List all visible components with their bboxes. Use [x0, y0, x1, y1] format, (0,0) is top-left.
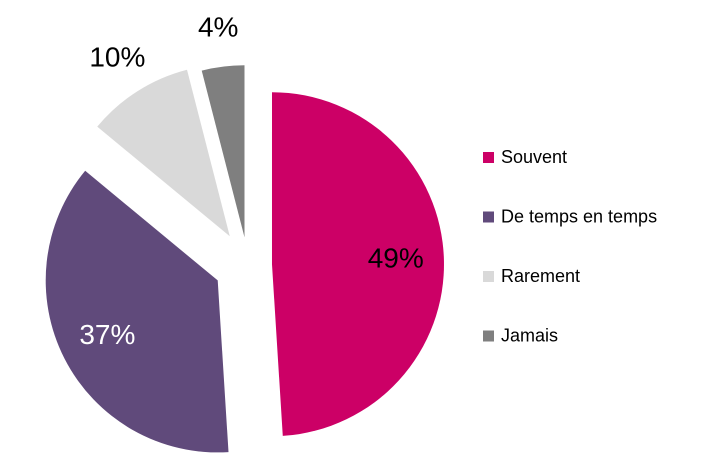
- data-label: 37%: [79, 319, 135, 350]
- pie-slice: [201, 65, 245, 238]
- legend-label: Jamais: [501, 325, 558, 345]
- data-label: 10%: [89, 42, 145, 73]
- pie-slice: [271, 92, 444, 436]
- legend-label: Souvent: [501, 147, 567, 167]
- pie-slice: [97, 69, 230, 237]
- legend-swatch: [483, 152, 494, 163]
- legend-swatch: [483, 211, 494, 223]
- data-label: 4%: [198, 11, 238, 42]
- pie-slice: [45, 170, 229, 453]
- legend-swatch: [483, 330, 494, 342]
- legend-label: Rarement: [501, 266, 580, 286]
- data-label: 49%: [368, 243, 424, 274]
- legend-swatch: [483, 271, 494, 282]
- legend-label: De temps en temps: [501, 206, 657, 226]
